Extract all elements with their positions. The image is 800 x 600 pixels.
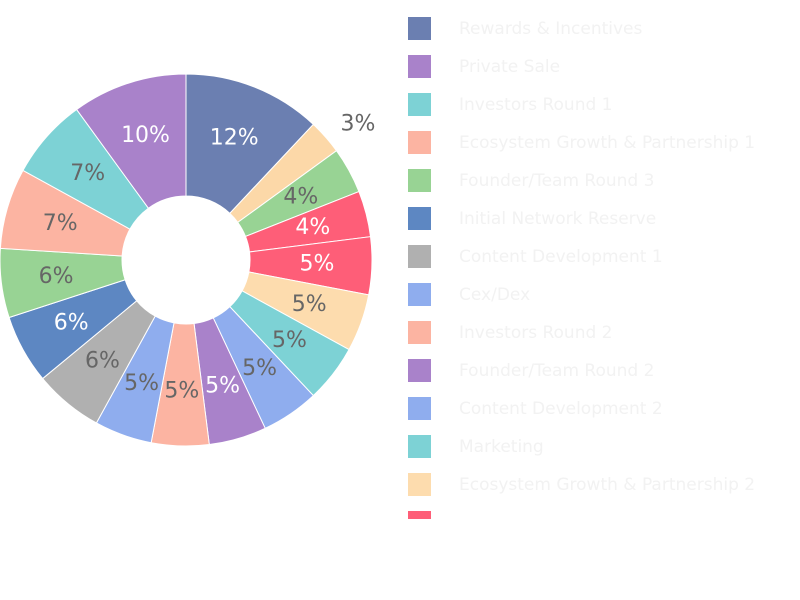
slice-value-label: 6%: [39, 264, 74, 289]
slice-value-label: 4%: [295, 215, 330, 240]
legend-swatch: [408, 207, 431, 230]
legend-swatch: [408, 359, 431, 382]
legend-swatch: [408, 473, 431, 496]
pie-slice: [185, 73, 315, 215]
legend-label: Investors Round 1: [459, 95, 613, 115]
legend-label: Cex/Dex: [459, 285, 530, 305]
chart-slices: [0, 73, 373, 447]
legend-swatch: [408, 93, 431, 116]
chart-legend: Rewards & Incentives Private Sale Investor…: [408, 17, 755, 519]
legend-swatch: [408, 17, 431, 40]
slice-value-label: 7%: [43, 211, 78, 236]
legend-swatch: [408, 397, 431, 420]
slice-value-label: 6%: [85, 348, 120, 373]
legend-label: Ecosystem Growth & Partnership 1: [459, 133, 755, 153]
legend-label: Initial Network Reserve: [459, 209, 656, 229]
legend-label: Investors Round 2: [459, 323, 613, 343]
legend-label: Private Sale: [459, 57, 560, 77]
slice-value-label: 5%: [124, 371, 159, 396]
legend-label: Founder/Team Round 3: [459, 171, 654, 191]
legend-swatch: [408, 321, 431, 344]
legend-swatch: [408, 55, 431, 78]
legend-label: Ecosystem Growth & Partnership 2: [459, 475, 755, 495]
legend-label: Content Development 1: [459, 247, 663, 267]
legend-swatch: [408, 131, 431, 154]
legend-swatch: [408, 245, 431, 268]
slice-value-label: 4%: [283, 184, 318, 209]
slice-value-label: 5%: [272, 328, 307, 353]
legend-label: Founder/Team Round 2: [459, 361, 654, 381]
legend-swatch: [408, 169, 431, 192]
slice-value-label: 6%: [54, 311, 89, 336]
slice-value-label: 7%: [70, 161, 105, 186]
pie-slice: [75, 73, 187, 209]
slice-value-label: 5%: [164, 378, 199, 403]
legend-swatch: [408, 283, 431, 306]
legend-swatch: [408, 435, 431, 458]
chart-slice-labels: 12%3%4%4%5%5%5%5%5%5%5%6%6%6%7%7%10%: [39, 111, 376, 403]
legend-swatch: [408, 511, 431, 519]
legend-label: Marketing: [459, 437, 544, 457]
slice-value-label: 3%: [341, 111, 376, 136]
slice-value-label: 5%: [242, 356, 277, 381]
slice-value-label: 10%: [121, 123, 170, 148]
slice-value-label: 5%: [292, 292, 327, 317]
slice-value-label: 12%: [210, 126, 259, 151]
legend-label: Content Development 2: [459, 399, 663, 419]
slice-value-label: 5%: [299, 252, 334, 277]
slice-value-label: 5%: [205, 373, 240, 398]
legend-label: Rewards & Incentives: [459, 19, 643, 39]
